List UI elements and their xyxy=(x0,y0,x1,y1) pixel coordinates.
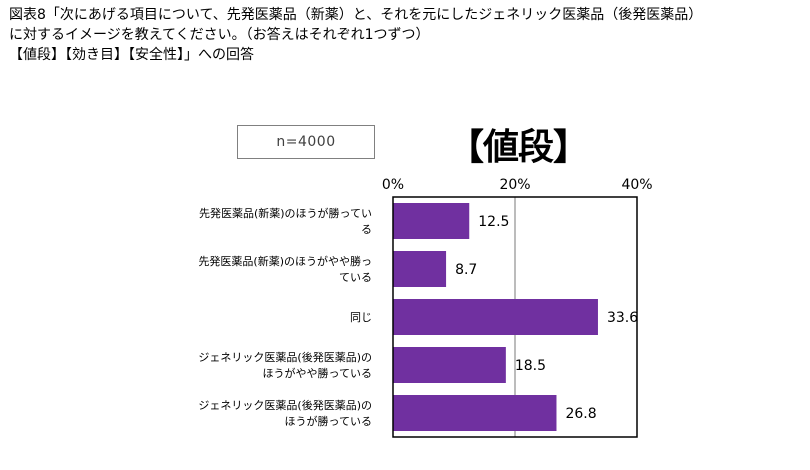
data-label-2: 33.6 xyxy=(607,310,638,326)
category-label-3-1: ほうがやや勝っている xyxy=(263,366,372,380)
data-label-4: 26.8 xyxy=(565,406,596,422)
chart-title: 【値段】 xyxy=(448,127,589,168)
category-label-0-1: る xyxy=(361,223,372,236)
x-tick-label-2: 40% xyxy=(621,177,652,193)
header-line-3: 【値段】【効き目】【安全性】」への回答 xyxy=(9,47,254,63)
category-label-2-0: 同じ xyxy=(350,311,372,324)
category-label-0-0: 先発医薬品(新薬)のほうが勝ってい xyxy=(199,206,372,220)
bar-4 xyxy=(393,395,557,431)
plot-frame xyxy=(392,196,638,438)
data-label-3: 18.5 xyxy=(515,358,546,374)
data-label-1: 8.7 xyxy=(455,262,477,278)
x-tick-label-0: 0% xyxy=(382,177,404,193)
sample-size-box: n=4000 xyxy=(237,125,375,159)
category-label-1-1: ている xyxy=(339,271,372,284)
bar-0 xyxy=(393,203,470,239)
header-line-2: に対するイメージを教えてください。（お答えはそれぞれ1つずつ） xyxy=(9,27,430,43)
bar-1 xyxy=(393,251,447,287)
header: 図表8「次にあげる項目について、先発医薬品（新薬）と、それを元にしたジェネリック… xyxy=(9,5,702,65)
category-label-4-1: ほうが勝っている xyxy=(285,414,372,428)
bar-2 xyxy=(393,299,598,335)
data-label-0: 12.5 xyxy=(478,214,509,230)
category-label-3-0: ジェネリック医薬品(後発医薬品)の xyxy=(198,350,372,364)
category-label-1-0: 先発医薬品(新薬)のほうがやや勝っ xyxy=(198,254,372,268)
header-line-1: 図表8「次にあげる項目について、先発医薬品（新薬）と、それを元にしたジェネリック… xyxy=(9,7,703,23)
category-label-4-0: ジェネリック医薬品(後発医薬品)の xyxy=(198,398,372,412)
bar-3 xyxy=(393,347,506,383)
x-tick-label-1: 20% xyxy=(499,177,530,193)
